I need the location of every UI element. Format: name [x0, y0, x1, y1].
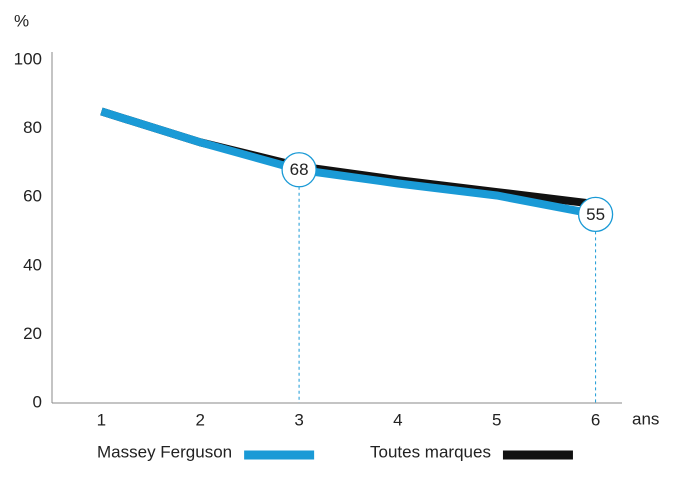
y-tick-label: 60 [23, 187, 42, 206]
annotation-circle [281, 152, 317, 188]
y-tick-label: 0 [33, 392, 42, 411]
x-tick-label: 4 [393, 410, 402, 429]
y-tick-label: 20 [23, 324, 42, 343]
y-tick-label: 40 [23, 255, 42, 274]
legend-label: Toutes marques [370, 442, 491, 461]
x-tick-label: 5 [492, 410, 501, 429]
x-axis-label: ans [632, 409, 659, 428]
x-tick-label: 1 [97, 410, 106, 429]
x-tick-label: 6 [591, 410, 600, 429]
annotation-circle [577, 196, 614, 233]
x-tick-label: 2 [196, 410, 205, 429]
series-line [100, 107, 597, 209]
annotation-label: 68 [290, 160, 309, 179]
series-line [100, 107, 597, 219]
y-tick-label: 100 [14, 49, 42, 68]
y-axis-label: % [14, 11, 29, 30]
y-tick-label: 80 [23, 118, 42, 137]
annotation-label: 55 [586, 205, 605, 224]
legend-label: Massey Ferguson [97, 442, 232, 461]
x-tick-label: 3 [294, 410, 303, 429]
